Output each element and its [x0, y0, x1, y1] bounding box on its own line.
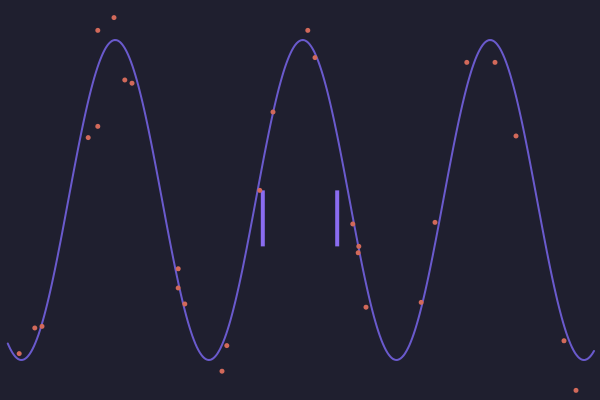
- data-point: [175, 266, 181, 272]
- vertical-markers: [260, 190, 340, 247]
- data-point: [122, 77, 128, 83]
- data-point: [418, 299, 424, 305]
- data-point: [95, 27, 101, 33]
- data-point: [257, 187, 263, 193]
- data-point: [111, 15, 117, 21]
- data-points: [16, 15, 579, 393]
- data-point: [356, 243, 362, 249]
- data-point: [355, 250, 361, 256]
- data-point: [32, 325, 38, 331]
- data-point: [363, 304, 369, 310]
- data-point: [432, 219, 438, 225]
- data-point: [85, 135, 91, 141]
- data-point: [95, 123, 101, 129]
- data-point: [39, 323, 45, 329]
- data-point: [129, 80, 135, 86]
- data-point: [350, 221, 356, 227]
- data-point: [16, 351, 22, 357]
- data-point: [219, 368, 225, 374]
- data-point: [175, 285, 181, 291]
- data-point: [305, 27, 311, 33]
- fit-curve-line: [6, 39, 595, 362]
- data-point: [513, 133, 519, 139]
- data-point: [270, 109, 276, 115]
- data-point: [561, 338, 567, 344]
- data-point: [224, 343, 230, 349]
- data-point: [312, 55, 318, 61]
- data-point: [182, 301, 188, 307]
- data-point: [573, 387, 579, 393]
- data-point: [464, 59, 470, 65]
- data-point: [492, 59, 498, 65]
